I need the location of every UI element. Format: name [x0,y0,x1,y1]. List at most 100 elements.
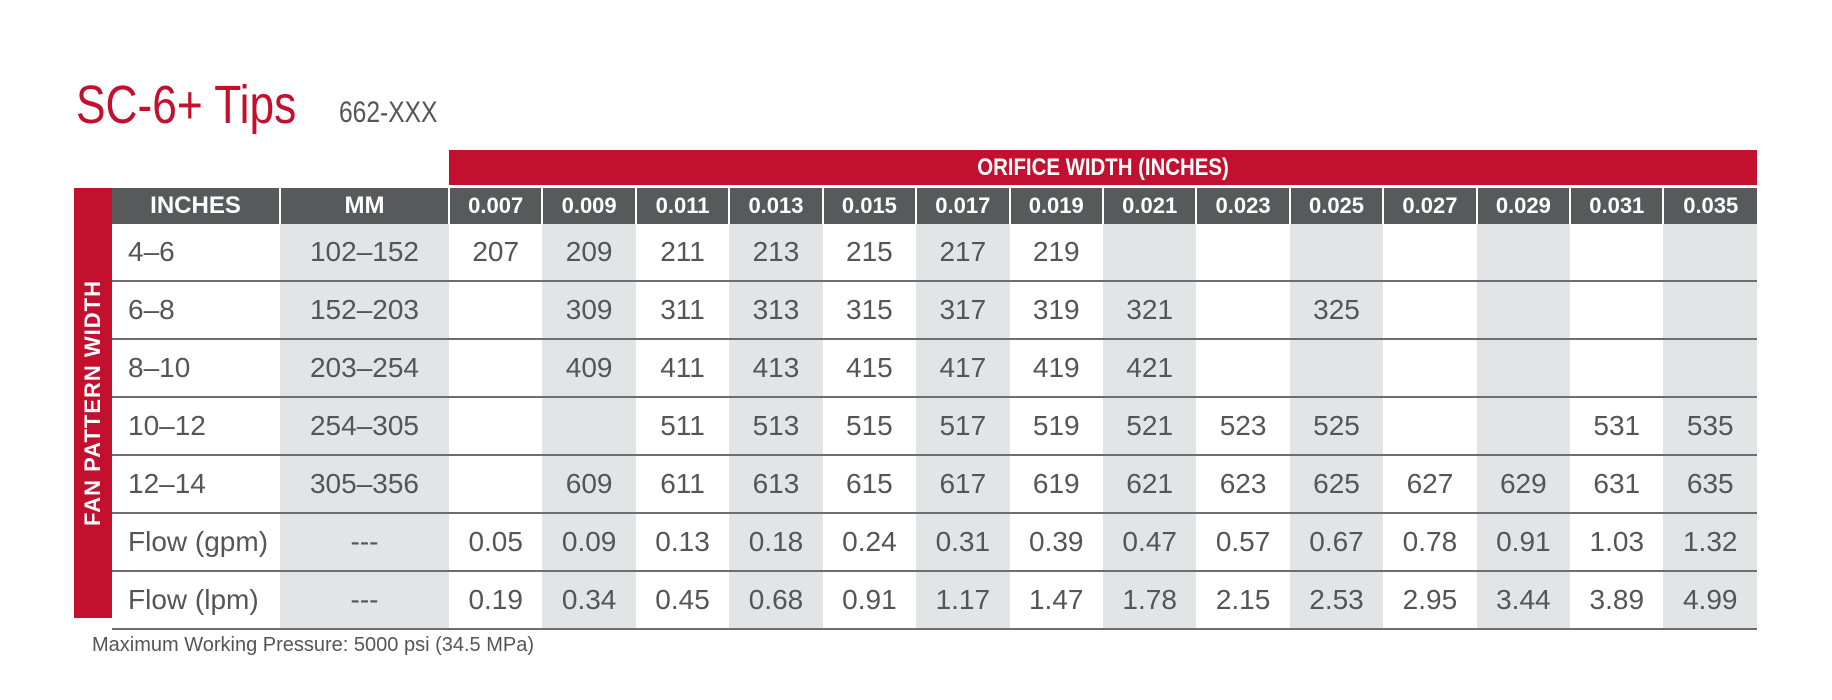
tip-cell: 0.91 [822,571,917,630]
tip-cell: 0.57 [1196,513,1290,572]
orifice-width-header: ORIFICE WIDTH (INCHES) [449,150,1757,185]
tip-cell: 0.18 [729,513,823,572]
tip-cell [542,397,636,456]
tip-cell [449,339,543,398]
tip-cell [449,397,543,456]
tip-cell: 309 [542,281,636,340]
mm-cell: --- [280,513,449,572]
tip-cell: 613 [729,455,823,514]
tip-cell: 525 [1289,397,1384,456]
orifice-width-label: ORIFICE WIDTH (INCHES) [977,153,1229,181]
tip-cell: 629 [1476,455,1571,514]
tip-cell: 217 [916,224,1010,282]
tip-cell [1196,339,1290,398]
tip-cell [1289,339,1384,398]
tip-cell: 0.34 [542,571,636,630]
tip-cell: 0.67 [1289,513,1384,572]
table-row: 6–8 152–203 309 311 313 315 317 319 321 325 [112,281,1757,340]
column-header-orifice: 0.031 [1569,188,1664,224]
mm-cell: --- [280,571,449,630]
tip-cell: 421 [1102,339,1197,398]
page-title: SC-6+ Tips [76,75,297,135]
tip-cell: 0.05 [449,513,543,572]
table-row: 10–12 254–305 511 513 515 517 519 521 523 525 531 5… [112,397,1757,456]
tip-cell: 415 [822,339,917,398]
tip-cell: 325 [1289,281,1384,340]
tip-cell: 211 [635,224,730,282]
footnote: Maximum Working Pressure: 5000 psi (34.5… [92,634,535,656]
tip-cell: 621 [1102,455,1197,514]
column-header-orifice: 0.007 [447,188,543,224]
mm-cell: 254–305 [280,397,449,456]
tip-cell: 535 [1663,397,1757,456]
tip-cell [1102,224,1197,282]
tip-cell: 419 [1009,339,1103,398]
table-row: Flow (gpm) --- 0.05 0.09 0.13 0.18 0.24 0.31 0.3… [112,513,1757,572]
tip-cell: 635 [1663,455,1757,514]
tip-cell: 0.78 [1383,513,1477,572]
tip-cell: 209 [542,224,636,282]
tip-cell: 213 [729,224,823,282]
column-header-orifice: 0.019 [1008,188,1103,224]
tip-cell: 3.89 [1570,571,1664,630]
column-header-orifice: 0.013 [728,188,823,224]
tip-cell: 1.17 [916,571,1010,630]
tip-cell: 417 [916,339,1010,398]
tip-cell: 413 [729,339,823,398]
tip-cell [1476,281,1571,340]
tips-table-body: 4–6 102–152 207 209 211 213 215 217 219 6–8 152–20… [112,224,1757,630]
row-label-cell: 4–6 [112,224,280,282]
fan-pattern-side-bar: FAN PATTERN WIDTH [74,188,112,618]
column-header-orifice: 0.035 [1662,188,1757,224]
row-label-cell: 8–10 [112,339,280,398]
tip-cell: 2.95 [1383,571,1477,630]
table-row: Flow (lpm) --- 0.19 0.34 0.45 0.68 0.91 1.17 1.4… [112,571,1757,630]
tip-cell: 321 [1102,281,1197,340]
tip-cell: 2.15 [1196,571,1290,630]
tip-cell: 531 [1570,397,1664,456]
tips-table: INCHES MM 0.007 0.009 0.011 0.013 0.015 … [112,188,1757,630]
row-label-cell: Flow (gpm) [112,513,280,572]
fan-pattern-label: FAN PATTERN WIDTH [80,280,105,526]
mm-cell: 152–203 [280,281,449,340]
tip-cell: 521 [1102,397,1197,456]
tip-cell [449,281,543,340]
tip-cell: 515 [822,397,917,456]
table-row: 4–6 102–152 207 209 211 213 215 217 219 [112,224,1757,282]
tip-cell: 519 [1009,397,1103,456]
column-header-orifice: 0.017 [915,188,1010,224]
part-number: 662-XXX [338,96,438,129]
column-header-orifice: 0.015 [821,188,917,224]
column-header-orifice: 0.023 [1195,188,1290,224]
tip-cell: 411 [635,339,730,398]
title-block: SC-6+ Tips 662-XXX [76,62,459,132]
tip-cell: 625 [1289,455,1384,514]
row-label-cell: 6–8 [112,281,280,340]
tip-cell [1383,224,1477,282]
row-label-cell: Flow (lpm) [112,571,280,630]
tip-cell: 0.13 [635,513,730,572]
tip-cell: 1.32 [1663,513,1757,572]
column-header-orifice: 0.021 [1101,188,1197,224]
tip-cell [449,455,543,514]
tip-cell: 0.39 [1009,513,1103,572]
tip-cell: 523 [1196,397,1290,456]
tip-cell: 0.47 [1102,513,1197,572]
tip-cell: 4.99 [1663,571,1757,630]
column-header-orifice: 0.029 [1475,188,1571,224]
column-header-row: INCHES MM 0.007 0.009 0.011 0.013 0.015 … [112,188,1757,224]
tip-cell: 315 [822,281,917,340]
tip-cell: 3.44 [1476,571,1571,630]
tip-cell: 631 [1570,455,1664,514]
tip-cell: 0.91 [1476,513,1571,572]
tip-cell: 0.09 [542,513,636,572]
tip-cell [1570,339,1664,398]
tip-cell: 615 [822,455,917,514]
tip-cell [1663,339,1757,398]
mm-cell: 102–152 [280,224,449,282]
table-row: 8–10 203–254 409 411 413 415 417 419 421 [112,339,1757,398]
column-header-orifice: 0.027 [1382,188,1477,224]
tip-cell [1383,397,1477,456]
tip-cell [1663,224,1757,282]
column-header-orifice: 0.011 [634,188,730,224]
